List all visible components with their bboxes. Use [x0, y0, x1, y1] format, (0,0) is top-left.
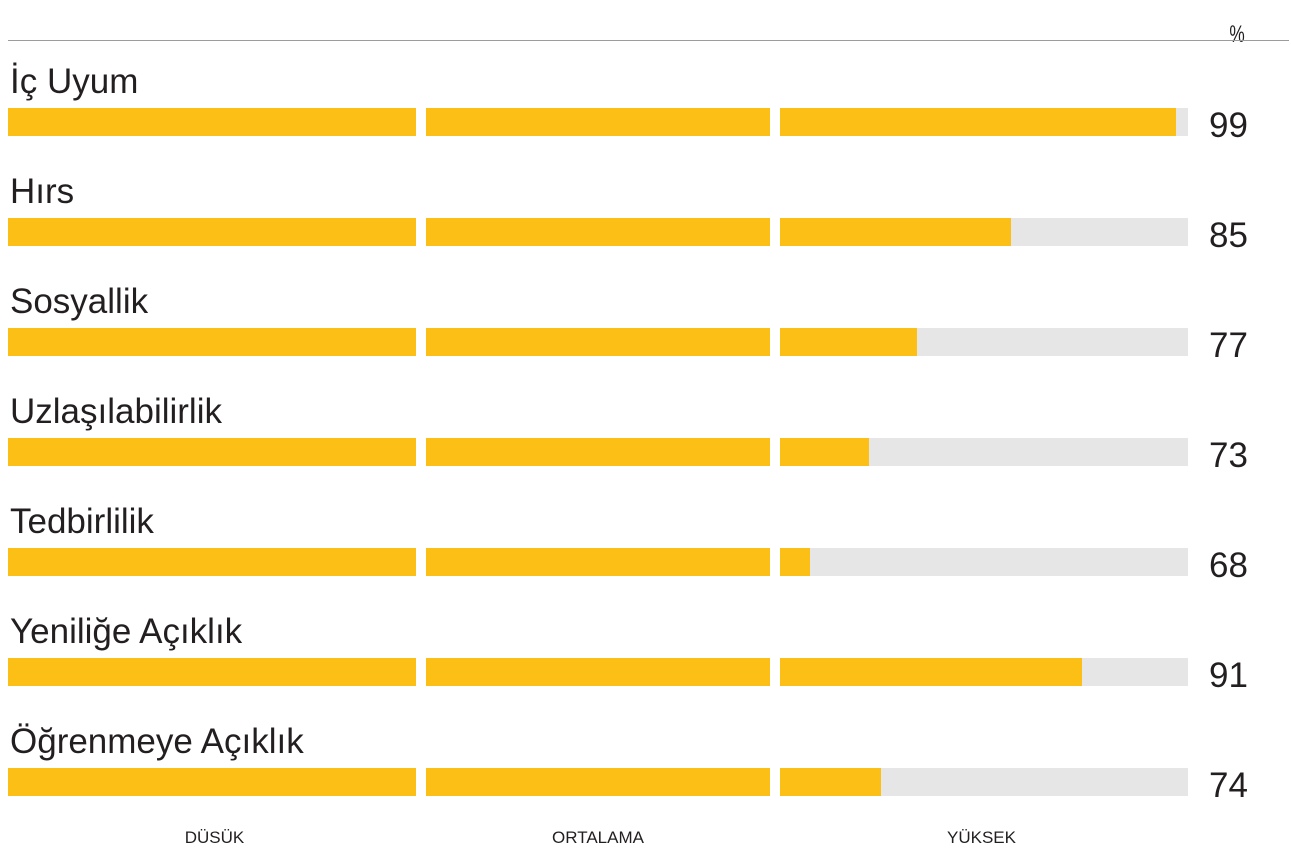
trait-label: Tedbirlilik [10, 502, 154, 541]
trait-value: 85 [1209, 216, 1248, 255]
band-separator [770, 438, 780, 466]
trait-bar-fill [421, 768, 775, 796]
trait-value: 91 [1209, 656, 1248, 695]
band-separator [770, 768, 780, 796]
band-label: DÜSÜK [184, 828, 245, 847]
trait-bar-fill [775, 328, 917, 356]
trait-bar-fill [775, 108, 1177, 136]
band-separator [416, 768, 426, 796]
band-separator [416, 658, 426, 686]
band-separator [416, 108, 426, 136]
trait-bar-fill [8, 108, 421, 136]
trait-bar-fill [775, 548, 811, 576]
trait-value: 68 [1209, 546, 1248, 585]
trait-bar-track [8, 548, 1188, 576]
trait-label: Uzlaşılabilirlik [10, 392, 222, 431]
trait-bar-fill [8, 218, 421, 246]
trait-bar-fill [8, 438, 421, 466]
trait-row: Yeniliğe Açıklık 91 [0, 612, 1291, 722]
trait-label: İç Uyum [10, 62, 139, 101]
band-label: YÜKSEK [947, 828, 1016, 847]
trait-row: Öğrenmeye Açıklık 74 [0, 722, 1291, 832]
trait-row: Tedbirlilik 68 [0, 502, 1291, 612]
band-separator [770, 328, 780, 356]
trait-value: 73 [1209, 436, 1248, 475]
trait-bar-fill [421, 218, 775, 246]
trait-row: Uzlaşılabilirlik 73 [0, 392, 1291, 502]
trait-bar-fill [775, 438, 870, 466]
band-separator [416, 328, 426, 356]
trait-bar-fill [421, 438, 775, 466]
band-separator [416, 548, 426, 576]
band-separator [770, 548, 780, 576]
trait-bar-fill [8, 768, 421, 796]
trait-label: Sosyallik [10, 282, 149, 321]
unit-label: % [1229, 21, 1245, 48]
trait-bar-track [8, 218, 1188, 246]
trait-bar-track [8, 108, 1188, 136]
trait-bar-fill [421, 328, 775, 356]
band-separator [416, 438, 426, 466]
trait-row: İç Uyum 99 [0, 62, 1291, 172]
trait-label: Yeniliğe Açıklık [10, 612, 243, 651]
trait-bar-fill [421, 108, 775, 136]
band-separator [770, 108, 780, 136]
trait-row: Hırs 85 [0, 172, 1291, 282]
trait-bar-track [8, 328, 1188, 356]
trait-bar-fill [8, 328, 421, 356]
trait-label: Hırs [10, 172, 75, 211]
trait-bar-fill [775, 218, 1011, 246]
trait-value: 99 [1209, 106, 1248, 145]
trait-bar-track [8, 658, 1188, 686]
trait-label: Öğrenmeye Açıklık [10, 722, 304, 761]
trait-bar-fill [775, 768, 882, 796]
trait-row: Sosyallik 77 [0, 282, 1291, 392]
band-separator [770, 658, 780, 686]
trait-bar-track [8, 768, 1188, 796]
band-separator [770, 218, 780, 246]
band-label: ORTALAMA [552, 828, 644, 847]
trait-value: 74 [1209, 766, 1248, 805]
trait-value: 77 [1209, 326, 1248, 365]
trait-bar-fill [421, 548, 775, 576]
trait-bar-track [8, 438, 1188, 466]
trait-bar-fill [421, 658, 775, 686]
top-rule [8, 40, 1289, 41]
band-separator [416, 218, 426, 246]
trait-bar-fill [8, 658, 421, 686]
trait-bar-fill [775, 658, 1082, 686]
trait-bar-fill [8, 548, 421, 576]
